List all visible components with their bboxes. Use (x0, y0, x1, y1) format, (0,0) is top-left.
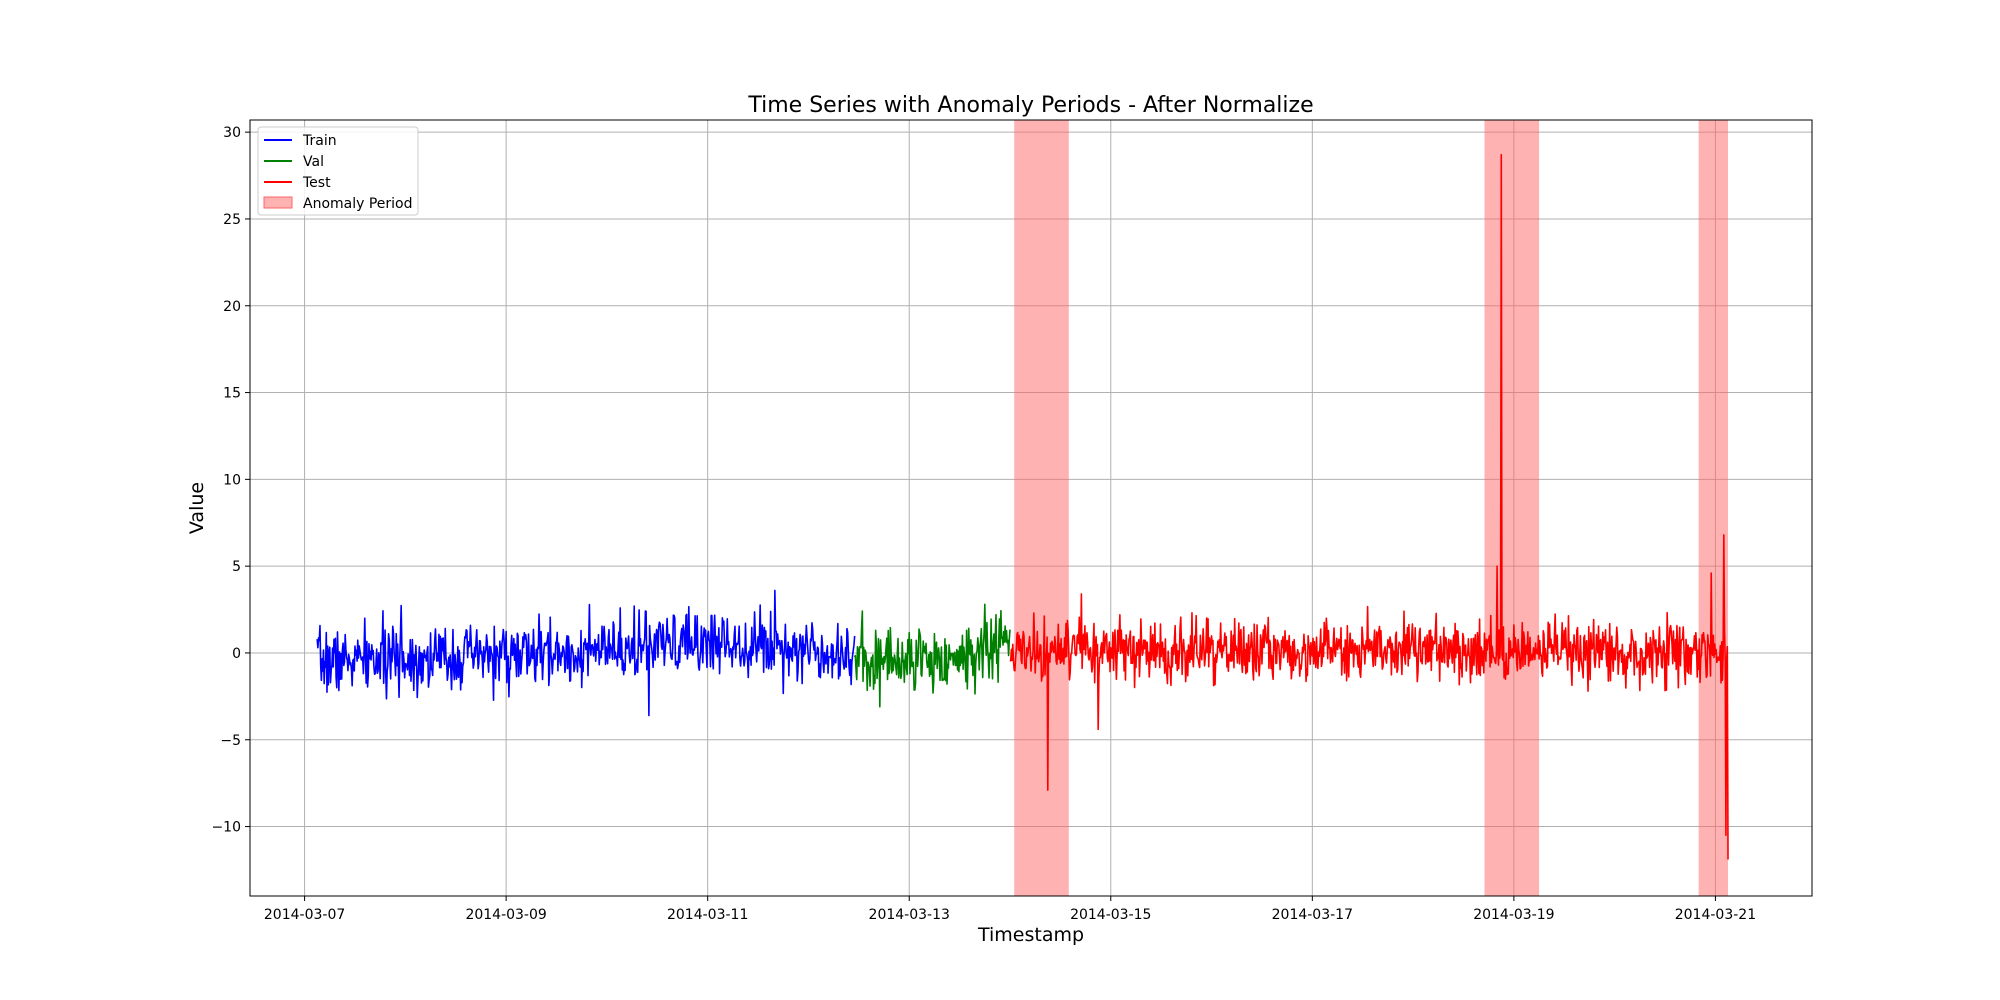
legend-label-anomaly: Anomaly Period (303, 196, 413, 212)
plot-frame (249, 119, 1813, 897)
anomaly-period-band (1698, 120, 1729, 896)
y-tick-label: 10 (223, 472, 241, 488)
y-tick-label: 20 (223, 299, 241, 315)
x-tick-label: 2014-03-13 (869, 907, 950, 923)
legend-box (257, 126, 419, 216)
y-tick-label: 25 (223, 212, 241, 228)
legend-label-train: Train (302, 133, 337, 149)
legend-label-val: Val (303, 154, 324, 170)
anomaly-period-band (1484, 120, 1540, 896)
legend: Train Val Test Anomaly Period (257, 126, 419, 216)
y-tick-label: 15 (223, 386, 241, 402)
chart-title: Time Series with Anomaly Periods - After… (747, 93, 1313, 118)
x-tick-label: 2014-03-11 (667, 907, 748, 923)
x-tick-label: 2014-03-07 (264, 907, 345, 923)
x-tick-label: 2014-03-21 (1675, 907, 1756, 923)
x-tick-label: 2014-03-19 (1473, 907, 1554, 923)
y-tick-label: −5 (220, 733, 241, 749)
series-line-train (316, 589, 856, 717)
y-axis-label: Value (186, 482, 208, 534)
y-tick-label: −10 (211, 820, 241, 836)
legend-label-test: Test (302, 175, 331, 191)
anomaly-period-band (1014, 120, 1069, 896)
x-tick-label: 2014-03-15 (1070, 907, 1151, 923)
series-line-val (853, 603, 1011, 708)
legend-swatch-anomaly (263, 196, 293, 209)
x-tick-layer: 2014-03-07 2014-03-09 2014-03-11 2014-03-13… (264, 896, 1756, 923)
y-tick-label: 0 (232, 646, 241, 662)
series-layer (316, 153, 1729, 860)
x-tick-label: 2014-03-17 (1272, 907, 1353, 923)
anomaly-layer (1014, 120, 1729, 896)
y-tick-label: 30 (223, 125, 241, 141)
y-tick-layer: −10 −5 0 5 10 15 20 25 30 (211, 125, 250, 836)
x-tick-label: 2014-03-09 (465, 907, 546, 923)
y-tick-label: 5 (232, 559, 241, 575)
x-axis-label: Timestamp (977, 924, 1084, 946)
series-line-test (1009, 153, 1729, 860)
